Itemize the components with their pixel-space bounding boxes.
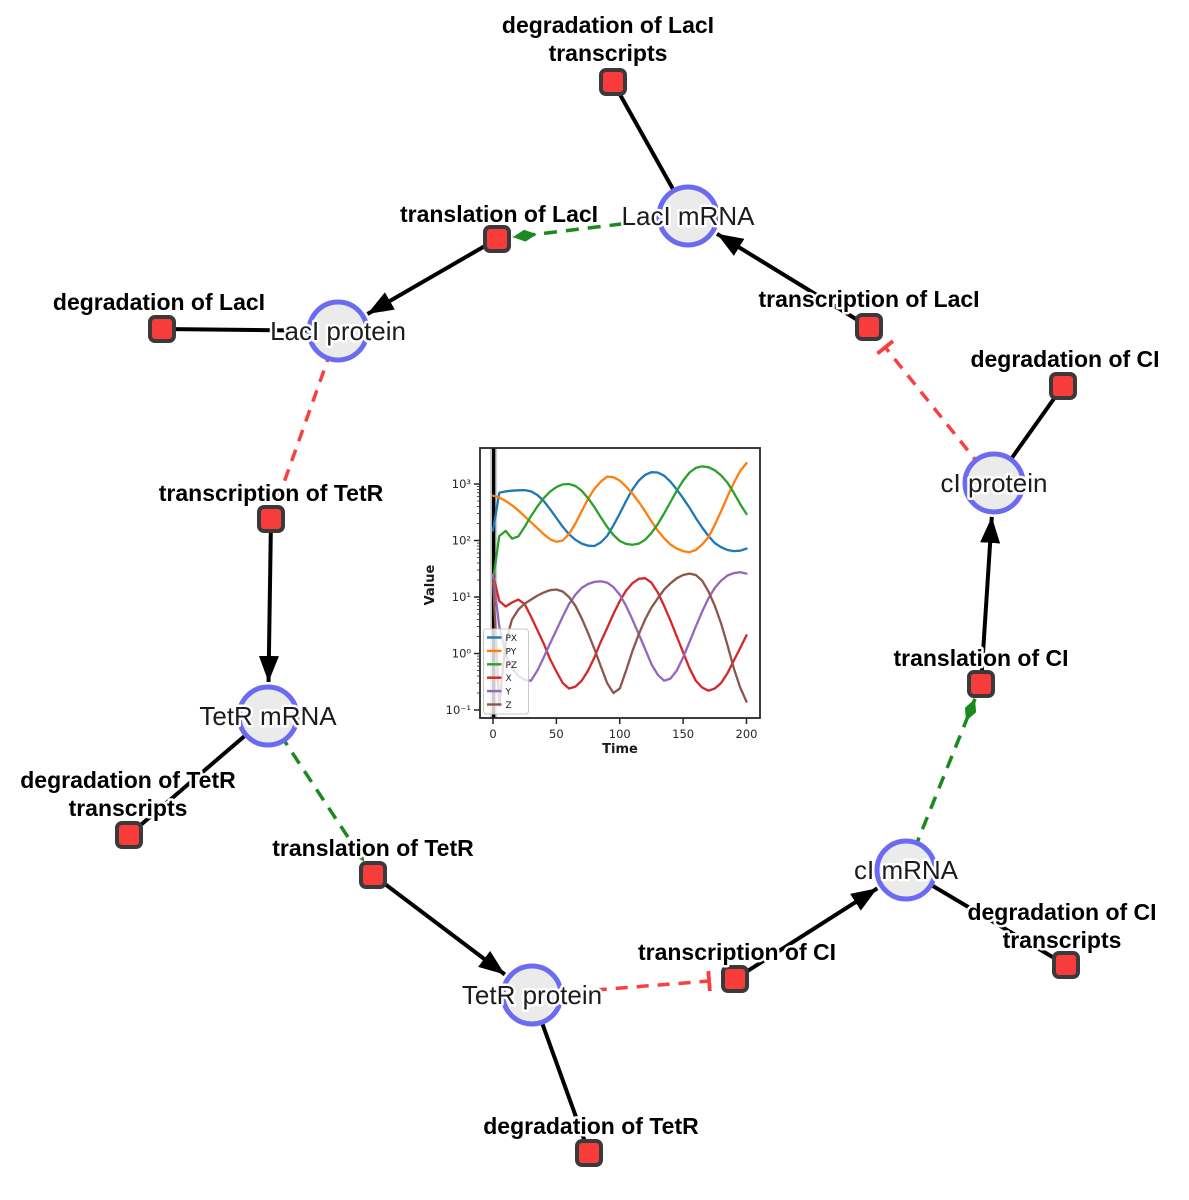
reaction-node-deg_laci_tx [599,68,627,96]
reaction-label-deg_laci: degradation of LacI [53,289,265,315]
legend-label-PY: PY [506,647,517,657]
y-tick-label: 10³ [452,477,472,491]
x-tick-label: 150 [672,727,694,741]
y-tick-label: 10¹ [452,590,471,604]
species-label-tetr_mrna: TetR mRNA [199,701,337,731]
reaction-node-deg_tetr [575,1139,603,1167]
species-node-laci_protein [306,299,370,363]
x-tick-label: 0 [489,727,496,741]
x-tick-label: 100 [609,727,631,741]
species-node-ci_protein [962,451,1026,515]
reaction-node-deg_laci [148,315,176,343]
reaction-node-tc_tetr [257,505,285,533]
species-label-ci_mrna: cI mRNA [854,855,959,885]
edge-production-tc_laci-laci_mrna [715,232,871,329]
species-node-tetr_protein [500,963,564,1027]
reaction-label-deg_ci: degradation of CI [970,346,1159,372]
edge-production-tl_laci-laci_protein [366,237,499,316]
chart-series-PY [491,461,748,554]
reaction-label-tl_tetr: translation of TetR [272,835,474,861]
reaction-node-deg_tetr_tx [115,821,143,849]
species-node-tetr_mrna [236,684,300,748]
reaction-node-tl_tetr [359,861,387,889]
reaction-label-tc_laci: transcription of LacI [758,286,979,312]
chart-series-PX [491,471,748,553]
y-tick-label: 10² [452,534,471,548]
reaction-node-tc_laci [855,313,883,341]
edge-production-tl_ci-ci_protein [979,516,1001,685]
y-tick-label: 10⁰ [452,647,472,661]
legend-label-Z: Z [506,701,512,711]
chart-xlabel: Time [602,742,638,757]
chart-series-Y [491,571,748,682]
edge-production-tc_ci-ci_mrna [733,886,879,981]
reaction-node-tc_ci [721,965,749,993]
species-label-laci_mrna: LacI mRNA [622,201,756,231]
nodes-layer [115,68,1080,1167]
reaction-node-tl_laci [483,225,511,253]
reaction-node-deg_ci_tx [1052,951,1080,979]
legend-label-PZ: PZ [506,661,518,671]
species-label-ci_protein: cI protein [941,468,1048,498]
reaction-node-deg_ci [1049,372,1077,400]
chart-series-PZ [491,465,748,582]
chart-legend: PX PY PZ XYZ [483,628,529,715]
reaction-label-deg_laci_tx: degradation of LacI transcripts [502,12,714,66]
y-tick-label: 10⁻¹ [446,703,471,717]
species-node-laci_mrna [656,184,720,248]
x-tick-label: 50 [549,727,564,741]
chart-axes-layer: 0 50 100 150 200 10⁻¹ 10⁰ 10¹ 10² 10³ [446,477,758,741]
edge-production-tc_tetr-tetr_mrna [258,518,279,683]
legend-label-PX: PX [506,634,518,644]
reaction-node-tl_ci [967,670,995,698]
chart-ylabel: Value [423,564,438,605]
species-node-ci_mrna [874,838,938,902]
reaction-label-tl_ci: translation of CI [893,645,1068,671]
legend-label-Y: Y [505,688,512,698]
chart-series-layer [490,448,748,718]
reaction-label-deg_tetr_tx: degradation of TetR transcripts [20,767,236,821]
reaction-label-deg_ci_tx: degradation of CI transcripts [967,899,1156,953]
legend-label-X: X [506,674,512,684]
species-label-laci_protein: LacI protein [270,316,406,346]
x-tick-label: 200 [736,727,758,741]
species-label-tetr_protein: TetR protein [462,980,602,1010]
chart-series-Z [491,572,748,707]
reaction-label-deg_tetr: degradation of TetR [483,1113,699,1139]
node-labels-layer: LacI mRNA LacI protein TetR mRNA TetR prote… [18,10,1162,1142]
reaction-label-tc_ci: transcription of CI [638,939,836,965]
reaction-label-tl_laci: translation of LacI [400,201,598,227]
edge-production-tl_tetr-tetr_protein [371,873,507,977]
reaction-label-tc_tetr: transcription of TetR [159,480,384,506]
chart-series-X [491,573,748,692]
